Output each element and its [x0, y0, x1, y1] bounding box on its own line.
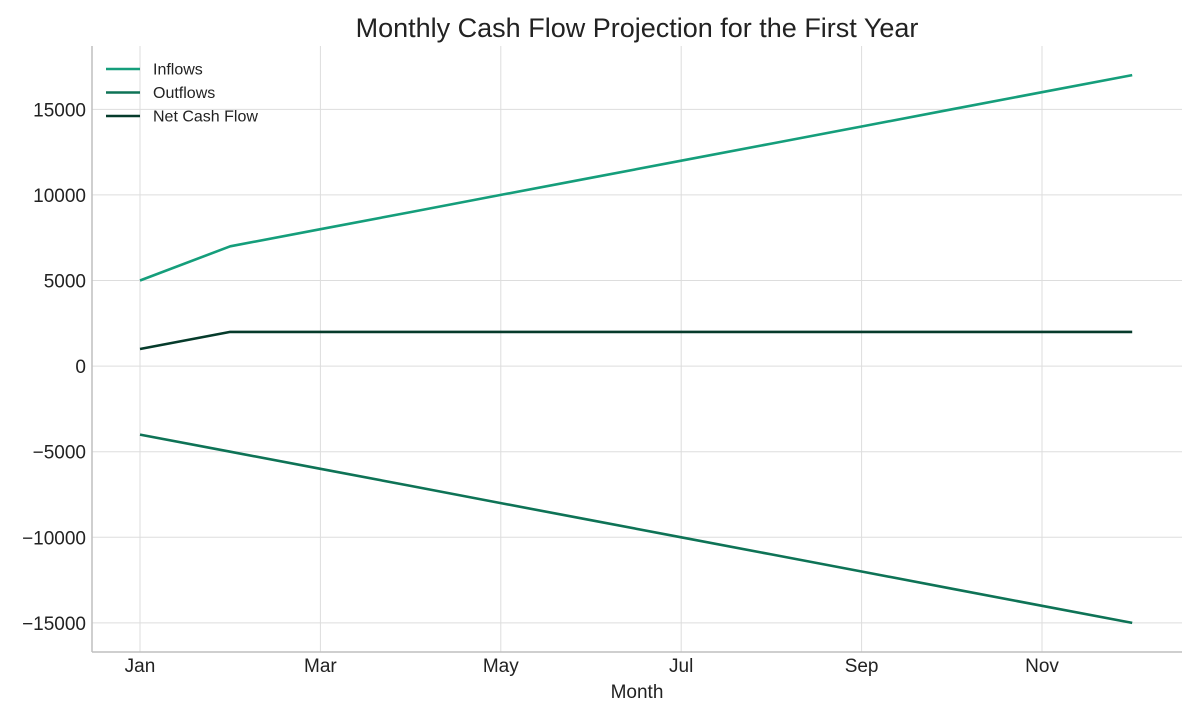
legend-label-outflows: Outflows [153, 85, 215, 102]
x-tick-label: Mar [304, 656, 337, 677]
y-tick-label: −15000 [22, 614, 86, 635]
legend-label-net-cash-flow: Net Cash Flow [153, 109, 258, 126]
grid-lines [92, 46, 1182, 652]
y-tick-label: 10000 [33, 186, 86, 207]
legend: Inflows Outflows Net Cash Flow [106, 62, 258, 126]
x-tick-label: May [483, 656, 519, 677]
series-lines [139, 73, 1133, 625]
chart-title: Monthly Cash Flow Projection for the Fir… [356, 13, 919, 43]
legend-label-inflows: Inflows [153, 62, 203, 79]
y-tick-label: −5000 [33, 443, 86, 464]
y-tick-label: −10000 [22, 528, 86, 549]
axis-spines [91, 46, 1182, 653]
series-line-inflows [139, 73, 1133, 282]
x-tick-label: Jan [125, 656, 156, 677]
y-axis-ticks: −15000 −10000 −5000 0 5000 10000 15000 [22, 100, 86, 635]
x-tick-label: Sep [845, 656, 879, 677]
x-axis-title: Month [611, 682, 664, 703]
y-tick-label: 5000 [44, 272, 86, 293]
x-tick-label: Jul [669, 656, 693, 677]
y-tick-label: 0 [75, 357, 86, 378]
x-axis-ticks: Jan Mar May Jul Sep Nov [125, 656, 1060, 677]
y-tick-label: 15000 [33, 100, 86, 121]
x-tick-label: Nov [1025, 656, 1059, 677]
series-line-outflows [139, 433, 1133, 625]
series-line-net-cash-flow [139, 330, 1133, 351]
